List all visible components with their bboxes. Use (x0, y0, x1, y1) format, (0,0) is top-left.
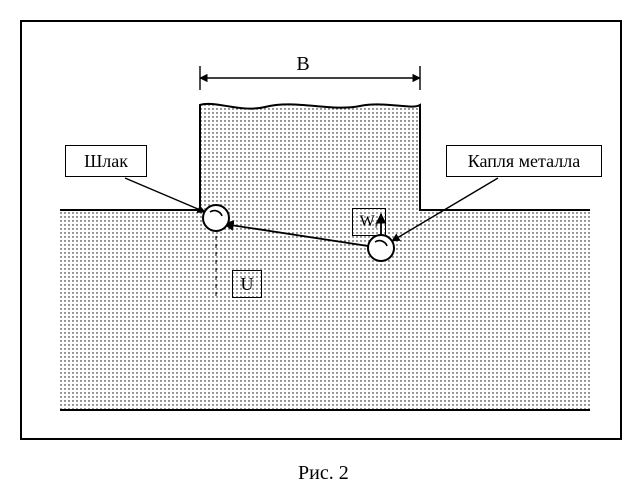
label-w-box: Wᵣ (352, 208, 386, 236)
label-drop-text: Капля металла (468, 151, 580, 172)
label-slag: Шлак (65, 145, 147, 177)
dimension-b-label: B (296, 53, 309, 75)
diagram-svg: B (0, 0, 642, 500)
figure-caption: Рис. 2 (298, 462, 349, 485)
label-w-text: Wᵣ (360, 213, 379, 231)
droplet-right (368, 235, 394, 261)
label-u-box: U (232, 270, 262, 298)
dimension-b (200, 66, 420, 90)
label-slag-text: Шлак (84, 151, 128, 172)
leader-slag (125, 178, 205, 212)
figure-caption-text: Рис. 2 (298, 462, 349, 484)
droplet-left (203, 205, 229, 231)
label-metal-drop: Капля металла (446, 145, 602, 177)
label-u-text: U (241, 274, 254, 295)
